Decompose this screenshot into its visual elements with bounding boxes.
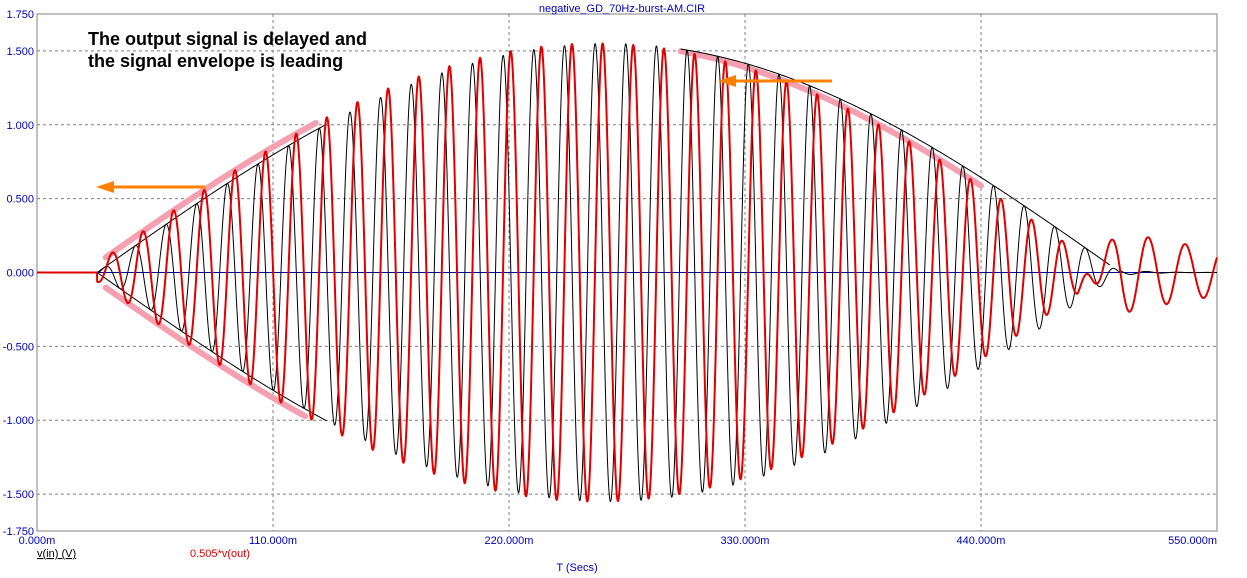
y-tick-label: 0.500 xyxy=(6,194,34,206)
y-tick-label: -1.500 xyxy=(3,489,34,501)
legend-series-vout: 0.505*v(out) xyxy=(190,548,250,560)
annotation-line-2: the signal envelope is leading xyxy=(88,51,343,71)
tick-labels: 1.750 1.500 1.000 0.500 0.000 -0.500 -1.000 -1.… xyxy=(3,9,1217,547)
right-arrow-head xyxy=(718,75,736,87)
y-tick-label: 1.000 xyxy=(6,120,34,132)
left-arrow-annotation xyxy=(96,181,205,193)
x-tick-label: 110.000m xyxy=(249,535,297,547)
input-envelope-falling-upper xyxy=(680,48,1111,266)
left-arrow-head xyxy=(96,181,114,193)
x-tick-label: 440.000m xyxy=(957,535,1006,547)
legend-series-vin: v(in) (V) xyxy=(37,548,76,560)
x-tick-label: 220.000m xyxy=(485,535,534,547)
output-envelope-rising-upper xyxy=(102,120,319,261)
output-envelope-rising-lower xyxy=(102,284,309,420)
chart-title: negative_GD_70Hz-burst-AM.CIR xyxy=(539,3,705,15)
y-tick-label: -1.000 xyxy=(3,415,34,427)
series-line-vin xyxy=(37,43,1218,503)
annotation-line-1: The output signal is delayed and xyxy=(88,29,367,49)
y-tick-label: 1.750 xyxy=(6,9,34,21)
right-arrow-annotation xyxy=(718,75,832,87)
y-tick-label: 1.500 xyxy=(6,46,34,58)
series-line-vout xyxy=(37,42,1218,503)
x-tick-label: 0.000m xyxy=(19,535,56,547)
series-group xyxy=(37,42,1218,503)
y-tick-label: 0.000 xyxy=(6,268,34,280)
x-tick-label: 550.000m xyxy=(1168,535,1217,547)
y-tick-label: -0.500 xyxy=(3,341,34,353)
x-axis-title: T (Secs) xyxy=(556,562,597,574)
x-tick-label: 330.000m xyxy=(721,535,770,547)
y-tick-label: -1.750 xyxy=(3,526,34,538)
